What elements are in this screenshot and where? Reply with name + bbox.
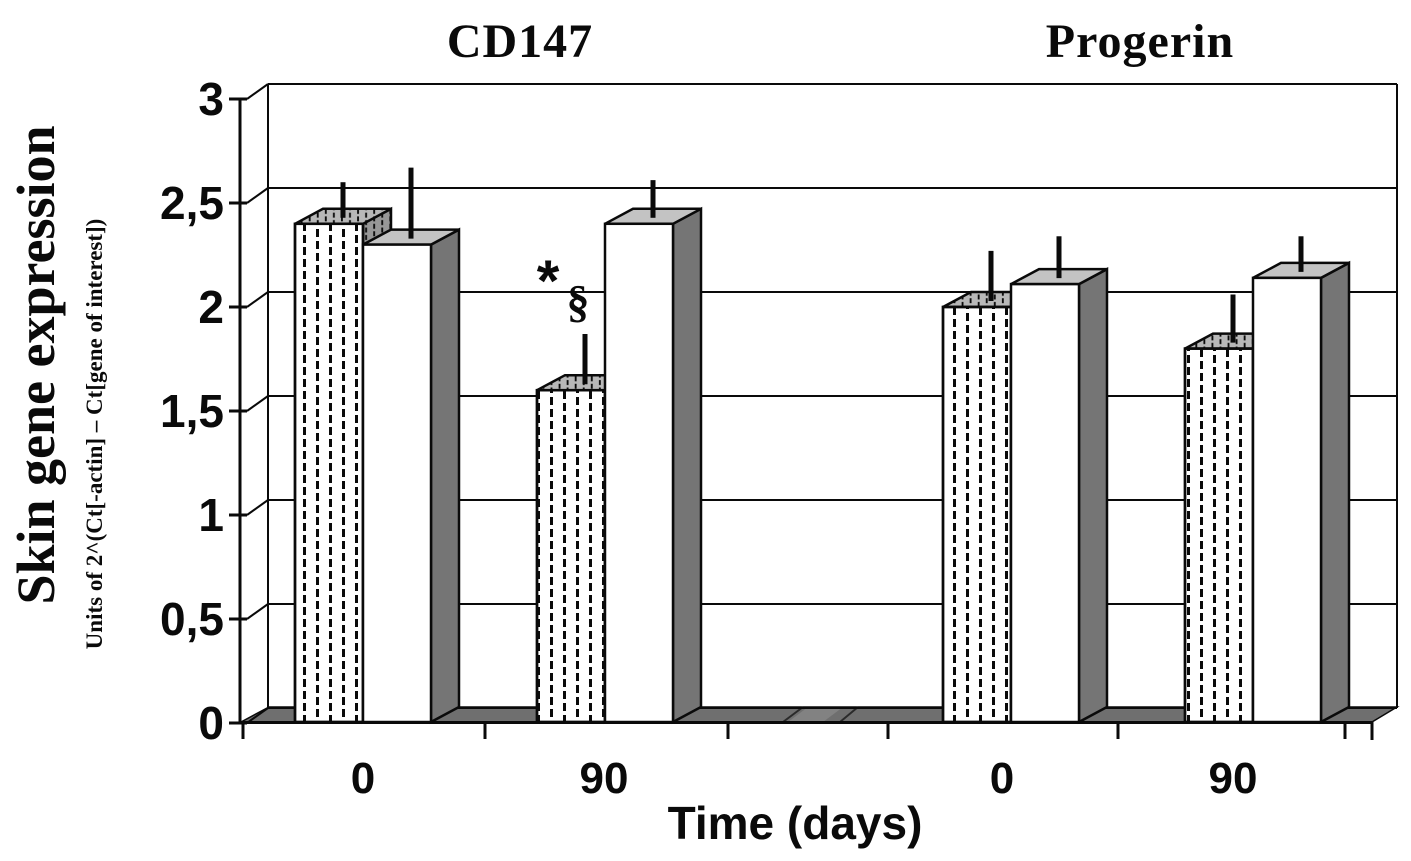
x-category-label: 0 <box>990 754 1014 803</box>
bar-side-face <box>1077 267 1109 725</box>
y-axis-subtitle: Units of 2^(Ct[-actin] – Ct[gene of inte… <box>82 218 107 650</box>
bar-side-face <box>429 227 461 725</box>
x-category-label: 90 <box>1209 754 1258 803</box>
y-tick-label: 1 <box>198 489 224 541</box>
y-axis-title: Skin gene expression <box>6 125 66 605</box>
y-tick-label: 0 <box>198 697 224 749</box>
y-tick-label: 0,5 <box>160 593 224 645</box>
y-tick-connector <box>246 83 269 100</box>
y-tick-connector <box>246 291 269 308</box>
bar-front-face <box>1009 282 1081 724</box>
bar-side-face <box>671 206 703 725</box>
bar-front-stipple <box>1186 349 1252 721</box>
bar-front-face <box>1251 276 1323 724</box>
bar-front-stipple <box>296 224 362 722</box>
annotation-section-sign: § <box>567 276 590 327</box>
bar-front-face <box>361 243 433 724</box>
floor-seam-line <box>782 706 804 723</box>
panel-title-cd147: CD147 <box>446 15 594 68</box>
y-tick-label: 1,5 <box>160 385 224 437</box>
annotation-asterisk: * <box>537 249 560 314</box>
y-tick-label: 2,5 <box>160 177 224 229</box>
bar-side-face <box>1319 260 1351 725</box>
x-axis-title: Time (days) <box>667 797 923 849</box>
chart-floor-light-segment <box>788 707 843 722</box>
y-tick-connector <box>246 603 269 620</box>
bar-front-stipple <box>944 308 1010 721</box>
y-tick-connector <box>246 395 269 412</box>
bar-front-face <box>603 222 675 724</box>
x-category-label: 90 <box>580 754 629 803</box>
bar-front-stipple <box>538 391 604 721</box>
x-category-label: 0 <box>351 754 375 803</box>
y-tick-label: 3 <box>198 73 224 125</box>
y-tick-connector <box>246 499 269 516</box>
y-tick-connector <box>246 707 269 724</box>
panel-title-progerin: Progerin <box>1045 15 1235 68</box>
y-tick-connector <box>246 187 269 204</box>
y-tick-label: 2 <box>198 281 224 333</box>
floor-seam-line <box>839 706 859 723</box>
